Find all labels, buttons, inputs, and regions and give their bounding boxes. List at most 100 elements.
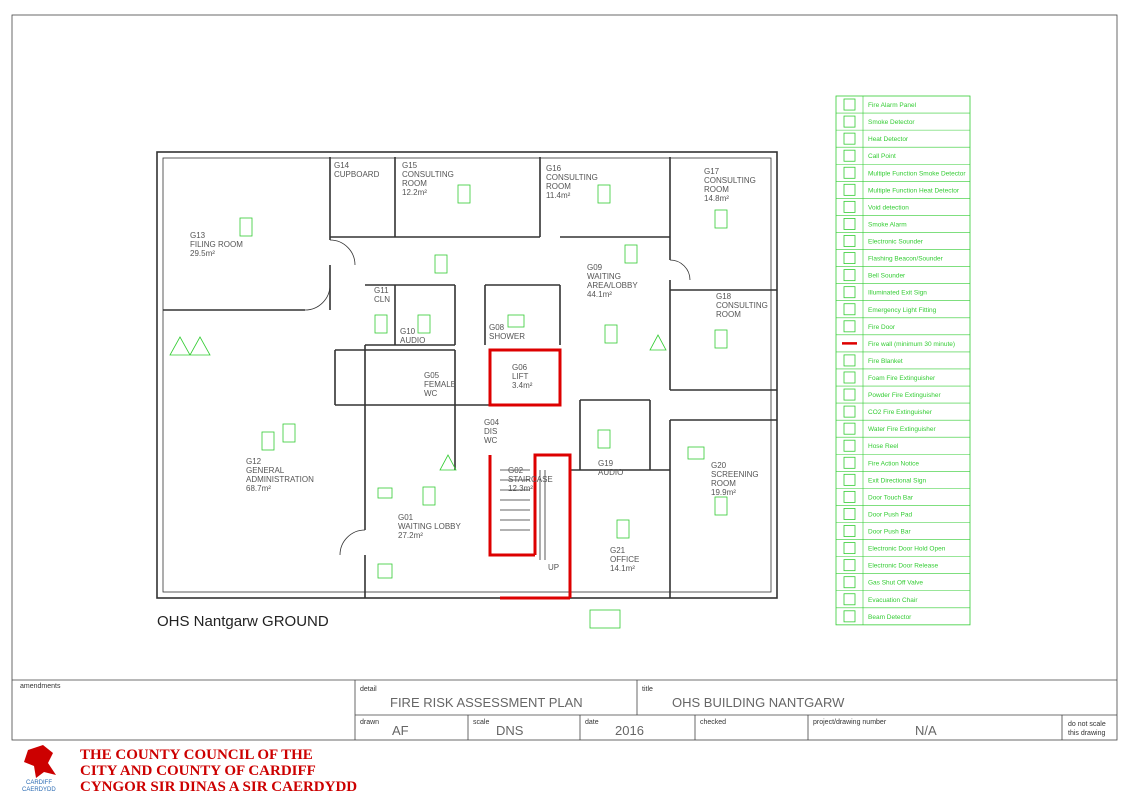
legend-icon xyxy=(843,456,856,469)
legend-icon xyxy=(843,593,856,606)
room-label: ADMINISTRATION xyxy=(246,475,314,484)
room-label: WC xyxy=(424,389,438,398)
legend-label: Multiple Function Smoke Detector xyxy=(868,170,966,177)
room-label: UP xyxy=(548,563,559,572)
room-label: FILING ROOM xyxy=(190,240,243,249)
room-label: 19.9m² xyxy=(711,488,736,497)
legend-label: Multiple Function Heat Detector xyxy=(868,187,960,194)
note: do not scale xyxy=(1068,721,1106,728)
legend-icon xyxy=(843,371,856,384)
room-label: ROOM xyxy=(704,185,729,194)
legend-icon xyxy=(843,388,856,401)
legend-box xyxy=(835,95,971,626)
legend-label: Door Push Bar xyxy=(868,529,911,536)
room-label: G01 xyxy=(398,513,414,522)
legend-icon xyxy=(843,320,856,333)
project-value: N/A xyxy=(915,723,937,738)
legend-icon xyxy=(843,508,856,520)
legend-icon xyxy=(843,218,856,230)
legend-label: Foam Fire Extinguisher xyxy=(868,375,936,382)
project-label: project/drawing number xyxy=(813,719,887,726)
legend-label: Gas Shut Off Valve xyxy=(868,580,923,587)
logo-text: CAERDYDD xyxy=(22,787,56,793)
legend-icon xyxy=(843,132,856,145)
legend-icon xyxy=(843,166,856,179)
room-label: FEMALE xyxy=(424,380,456,389)
room-label: G10 xyxy=(400,327,416,336)
room-label: G12 xyxy=(246,457,262,466)
legend-icon xyxy=(843,422,856,435)
legend-icon xyxy=(843,269,856,282)
room-label: G19 xyxy=(598,459,614,468)
room-label: 44.1m² xyxy=(587,290,612,299)
room-label: CONSULTING xyxy=(402,170,454,179)
legend-label: Electronic Sounder xyxy=(868,239,924,246)
room-label: WAITING LOBBY xyxy=(398,522,461,531)
legend-label: Flashing Beacon/Sounder xyxy=(868,256,944,263)
room-label: CONSULTING xyxy=(716,301,768,310)
council-name: THE COUNTY COUNCIL OF THE xyxy=(80,747,313,763)
room-label: 14.1m² xyxy=(610,564,635,573)
room-label: G20 xyxy=(711,461,727,470)
room-label: ROOM xyxy=(402,179,427,188)
room-label: G06 xyxy=(512,363,528,372)
detail-value: FIRE RISK ASSESSMENT PLAN xyxy=(390,695,583,710)
title-value: OHS BUILDING NANTGARW xyxy=(672,695,845,710)
legend-icon xyxy=(843,149,856,162)
legend-label: Fire Alarm Panel xyxy=(868,102,917,109)
legend-label: Fire Blanket xyxy=(868,358,903,365)
legend-icon xyxy=(843,200,856,213)
room-label: CUPBOARD xyxy=(334,170,380,179)
scale-value: DNS xyxy=(496,723,524,738)
room-label: 14.8m² xyxy=(704,194,729,203)
legend-icon xyxy=(843,98,856,111)
legend-label: Emergency Light Fitting xyxy=(868,307,937,314)
title-block: amendments detail FIRE RISK ASSESSMENT P… xyxy=(12,679,1117,740)
room-label: STAIRCASE xyxy=(508,475,553,484)
room-label: DIS xyxy=(484,427,497,436)
room-label: G02 xyxy=(508,466,524,475)
room-label: G16 xyxy=(546,164,562,173)
legend-icon xyxy=(843,354,856,367)
room-label: LIFT xyxy=(512,372,529,381)
legend-icon xyxy=(843,525,856,537)
room-label: CLN xyxy=(374,295,390,304)
detail-label: detail xyxy=(360,686,377,693)
room-label: G15 xyxy=(402,161,418,170)
checked-label: checked xyxy=(700,719,726,726)
legend-label: Void detection xyxy=(868,204,909,211)
legend-icon xyxy=(843,576,856,589)
legend-label: Exit Directional Sign xyxy=(868,477,927,484)
amendments-label: amendments xyxy=(20,683,61,690)
title-label: title xyxy=(642,686,653,693)
legend-label: Call Point xyxy=(868,153,896,160)
legend-label: Fire wall (minimum 30 minute) xyxy=(868,341,955,348)
logo-text: CARDIFF xyxy=(26,780,52,786)
legend-icon xyxy=(843,559,856,572)
room-label: 29.5m² xyxy=(190,249,215,258)
room-label: G08 xyxy=(489,323,505,332)
legend-icon xyxy=(843,235,856,247)
room-label: ROOM xyxy=(716,310,741,319)
council-name: CITY AND COUNTY OF CARDIFF xyxy=(80,763,316,779)
legend-label: Beam Detector xyxy=(868,614,912,621)
room-label: G17 xyxy=(704,167,720,176)
room-label: AREA/LOBBY xyxy=(587,281,638,290)
room-label: ROOM xyxy=(546,182,571,191)
room-label: GENERAL xyxy=(246,466,285,475)
room-label: CONSULTING xyxy=(546,173,598,182)
council-name: CYNGOR SIR DINAS A SIR CAERDYDD xyxy=(80,779,357,795)
legend-icon xyxy=(843,610,856,623)
page-border xyxy=(11,14,1118,741)
room-label: SCREENING xyxy=(711,470,759,479)
legend: Fire Alarm Panel Smoke Detector Heat Detec… xyxy=(835,95,971,626)
room-label: G11 xyxy=(374,286,389,295)
date-value: 2016 xyxy=(615,723,644,738)
legend-label: Fire Door xyxy=(868,324,896,331)
room-label: 68.7m² xyxy=(246,484,271,493)
legend-icon xyxy=(843,542,856,555)
room-label: 3.4m² xyxy=(512,381,533,390)
drawn-label: drawn xyxy=(360,719,379,726)
legend-label: Door Push Pad xyxy=(868,511,912,518)
